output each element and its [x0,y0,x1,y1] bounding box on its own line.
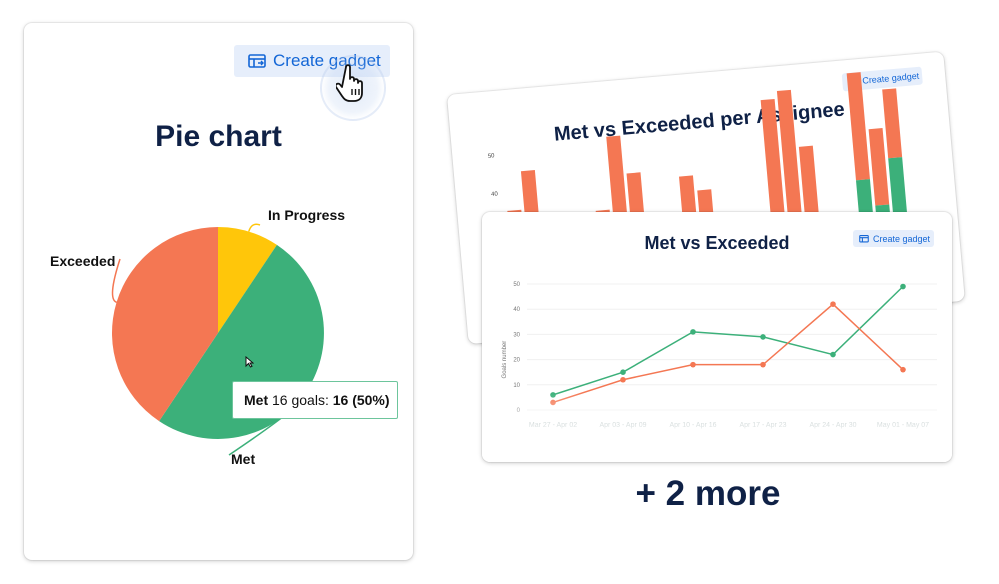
bar-exceeded[interactable] [846,72,870,181]
tooltip-value: 16 (50%) [332,392,390,408]
more-gadgets-text: + 2 more [635,474,781,513]
line-chart-title: Met vs Exceeded [644,233,790,253]
line-point-exceeded[interactable] [900,366,906,373]
tooltip-label: Met [244,392,269,408]
line-series-met [552,285,904,396]
line-point-met[interactable] [620,369,626,375]
pie-chart [111,223,324,456]
pie-label-met: Met [231,451,256,467]
card-fade-overlay [482,392,952,462]
pie-label-in-progress: In Progress [268,207,346,223]
arrow-cursor-icon [245,356,254,368]
line-y-tick: 30 [513,332,520,338]
bar-y-tick: 50 [488,153,496,160]
bar-exceeded[interactable] [760,98,787,234]
pie-slice-in-progress[interactable] [218,227,277,333]
bar-y-tick: 40 [491,191,499,198]
line-y-tick: 50 [513,282,520,288]
hand-cursor-icon [336,64,363,102]
line-y-axis-label: Goals number [502,341,508,379]
line-point-met[interactable] [900,283,906,290]
line-point-exceeded[interactable] [830,301,836,307]
line-y-tick: 10 [513,383,520,389]
line-y-tick: 20 [513,358,520,364]
line-point-exceeded[interactable] [760,361,766,368]
line-point-exceeded[interactable] [620,376,626,383]
tooltip-goals: 16 goals: [272,392,329,408]
bar-exceeded[interactable] [868,128,890,206]
line-point-met[interactable] [830,351,836,358]
line-chart-card: Create gadget Met vs Exceeded 0102030405… [482,212,952,462]
line-point-met[interactable] [690,329,696,335]
pie-label-exceeded: Exceeded [50,253,116,269]
pie-tooltip: Met 16 goals: 16 (50%) [232,381,398,419]
create-gadget-button-small[interactable]: Create gadget [853,230,934,247]
gadget-icon [859,234,869,242]
gadget-icon [248,53,266,68]
pie-leader-line [111,258,121,303]
line-point-met[interactable] [760,334,766,340]
line-y-tick: 40 [513,307,520,313]
pie-chart-card: Create gadget Pie chart In Progress Exce… [24,23,413,560]
pie-chart-title: Pie chart [155,120,282,153]
pie-slice-exceeded[interactable] [112,227,218,422]
bar-exceeded[interactable] [882,88,903,159]
pie-leader-line [248,223,261,232]
line-point-exceeded[interactable] [690,361,696,368]
line-series-exceeded [552,303,904,404]
create-gadget-label: Create gadget [873,233,931,244]
